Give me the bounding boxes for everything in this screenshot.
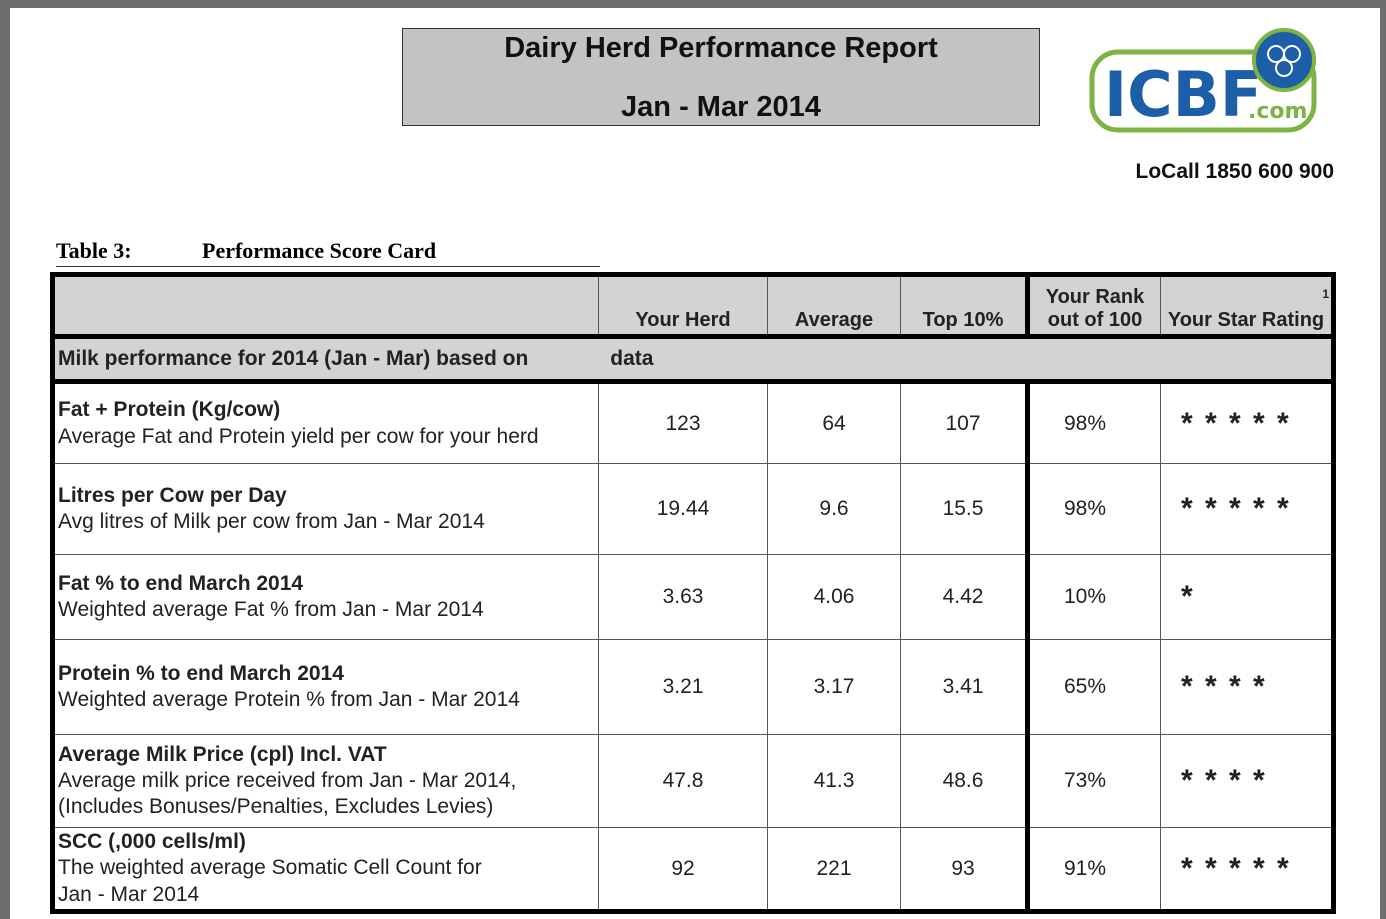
row-description: The weighted average Somatic Cell Count … <box>58 856 482 880</box>
row-description: Weighted average Fat % from Jan - Mar 20… <box>58 598 484 621</box>
average: 64 <box>767 381 901 464</box>
caption-label: Table 3: <box>56 238 132 263</box>
header-blank <box>52 274 599 339</box>
row-title: Average Milk Price (cpl) Incl. VAT <box>58 742 387 766</box>
row-title: Litres per Cow per Day <box>58 483 287 507</box>
column-header: Top 10% <box>900 274 1030 339</box>
row-description: Average milk price received from Jan - M… <box>58 768 517 792</box>
table-row: Average Milk Price (cpl) Incl. VAT Averag… <box>52 734 1334 828</box>
row-description: Weighted average Protein % from Jan - Ma… <box>58 688 520 711</box>
row-title: Protein % to end March 2014 <box>58 661 344 685</box>
row-label: Litres per Cow per Day Avg litres of Milk… <box>52 463 599 555</box>
top-10: 15.5 <box>900 463 1030 555</box>
rank: 73% <box>1027 734 1161 828</box>
logo-leaf <box>1283 45 1301 63</box>
column-header: Your Rank out of 100 <box>1027 274 1161 339</box>
table-caption: Table 3: Performance Score Card <box>56 238 600 267</box>
table-row: Fat + Protein (Kg/cow) Average Fat and Pr… <box>52 381 1334 464</box>
table-row: SCC (,000 cells/ml) The weighted average … <box>52 827 1334 912</box>
row-title: SCC (,000 cells/ml) <box>58 830 246 854</box>
star-rating: * * * * <box>1160 734 1334 828</box>
rank: 65% <box>1027 639 1161 735</box>
table-row: Fat % to end March 2014 Weighted average … <box>52 554 1334 640</box>
your-herd: 47.8 <box>598 734 768 828</box>
row-description: Jan - Mar 2014 <box>58 882 200 906</box>
your-herd: 19.44 <box>598 463 768 555</box>
section-label: Milk performance for 2014 (Jan - Mar) ba… <box>52 336 1334 384</box>
your-herd: 3.63 <box>598 554 768 640</box>
row-label: SCC (,000 cells/ml) The weighted average … <box>52 827 599 912</box>
logo-suffix: .com <box>1248 99 1307 124</box>
column-header: Your Herd <box>598 274 768 339</box>
table-row: Litres per Cow per Day Avg litres of Milk… <box>52 463 1334 555</box>
star-rating: * * * * * <box>1160 381 1334 464</box>
rank: 98% <box>1027 463 1161 555</box>
footnote-mark: 1 <box>1322 287 1329 301</box>
top-10: 3.41 <box>900 639 1030 735</box>
column-header: Your Star Rating 1 <box>1160 274 1334 339</box>
top-10: 48.6 <box>900 734 1030 828</box>
star-rating: * <box>1160 554 1334 640</box>
row-label: Average Milk Price (cpl) Incl. VAT Averag… <box>52 734 599 828</box>
phone: LoCall 1850 600 900 <box>1135 160 1334 183</box>
logo-text: ICBF <box>1104 58 1262 131</box>
table-row: Protein % to end March 2014 Weighted aver… <box>52 639 1334 735</box>
your-herd: 123 <box>598 381 768 464</box>
rank: 91% <box>1027 827 1161 912</box>
column-header: Average <box>767 274 901 339</box>
average: 41.3 <box>767 734 901 828</box>
star-rating: * * * * <box>1160 639 1334 735</box>
section-row: Milk performance for 2014 (Jan - Mar) ba… <box>52 336 1334 384</box>
logo: ICBF .com <box>1089 28 1317 133</box>
title-box: Dairy Herd Performance Report Jan - Mar … <box>402 28 1040 126</box>
your-herd: 3.21 <box>598 639 768 735</box>
star-rating: * * * * * <box>1160 827 1334 912</box>
row-description: Avg litres of Milk per cow from Jan - Ma… <box>58 510 485 533</box>
section-suffix: data <box>610 346 654 370</box>
logo-leaf <box>1275 59 1293 77</box>
row-label: Protein % to end March 2014 Weighted aver… <box>52 639 599 735</box>
row-title: Fat % to end March 2014 <box>58 571 304 595</box>
average: 221 <box>767 827 901 912</box>
top-10: 107 <box>900 381 1030 464</box>
row-description: Average Fat and Protein yield per cow fo… <box>58 424 539 448</box>
average: 3.17 <box>767 639 901 735</box>
top-10: 4.42 <box>900 554 1030 640</box>
caption-title: Performance Score Card <box>202 238 437 263</box>
average: 4.06 <box>767 554 901 640</box>
your-herd: 92 <box>598 827 768 912</box>
top-10: 93 <box>900 827 1030 912</box>
star-rating: * * * * * <box>1160 463 1334 555</box>
section-text: Milk performance for 2014 (Jan - Mar) ba… <box>58 346 529 370</box>
average: 9.6 <box>767 463 901 555</box>
header-row: Your Herd Average Top 10% Your Rank out of … <box>52 274 1334 339</box>
row-title: Fat + Protein (Kg/cow) <box>58 398 281 422</box>
rank: 10% <box>1027 554 1161 640</box>
rank: 98% <box>1027 381 1161 464</box>
row-label: Fat % to end March 2014 Weighted average … <box>52 554 599 640</box>
report-period: Jan - Mar 2014 <box>621 91 821 123</box>
row-description: (Includes Bonuses/Penalties, Excludes Le… <box>58 795 494 819</box>
report-title: Dairy Herd Performance Report <box>504 32 938 64</box>
score-table: Your Herd Average Top 10% Your Rank out of … <box>50 272 1336 914</box>
row-label: Fat + Protein (Kg/cow) Average Fat and Pr… <box>52 381 599 464</box>
